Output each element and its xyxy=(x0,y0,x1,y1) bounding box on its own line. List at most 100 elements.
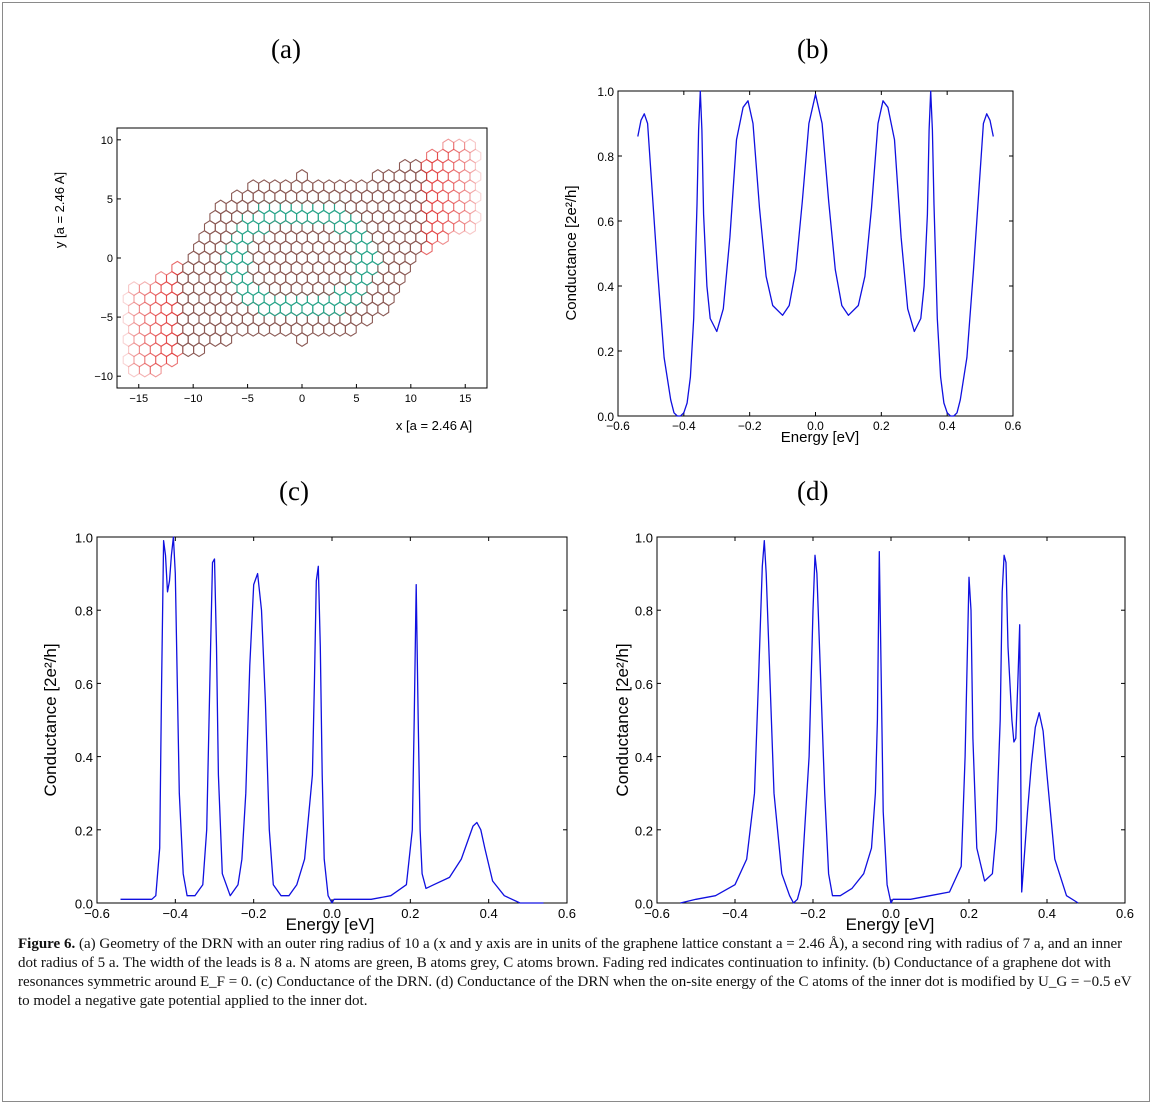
panel-label-c: (c) xyxy=(279,476,309,506)
y-tick-label: 0.0 xyxy=(75,897,93,912)
x-tick-label: 0.2 xyxy=(960,906,978,921)
y-axis-label: Conductance [2e²/h] xyxy=(41,643,60,796)
conductance-series-line xyxy=(680,540,1079,904)
y-tick-label: 0.4 xyxy=(75,750,93,765)
lattice-hex-lead xyxy=(138,281,151,297)
x-tick-label: −0.6 xyxy=(644,906,670,921)
chart-conductance-d: −0.6 −0.4 −0.2 0.0 0.2 0.4 0.6 0.0 0.2 0.4 0.6 0.8 1… xyxy=(613,531,1134,935)
lattice-hex-lead xyxy=(138,342,151,358)
lattice-hex-carbon xyxy=(296,169,308,184)
lattice-hex-lead xyxy=(133,352,146,368)
conductance-series-line xyxy=(120,536,544,904)
x-tick-label: 0.0 xyxy=(807,419,824,433)
x-tick-label: −0.6 xyxy=(606,419,630,433)
x-tick-label: −0.2 xyxy=(241,906,267,921)
lattice-hex-lead xyxy=(464,158,476,174)
y-tick-label: 5 xyxy=(107,194,113,206)
conductance-series-line xyxy=(637,90,994,417)
y-tick-label: 0.6 xyxy=(597,215,614,229)
y-tick-label: 0.2 xyxy=(75,823,93,838)
lattice-hex-lead xyxy=(436,148,449,164)
lattice-hex-lead xyxy=(128,281,140,297)
y-tick-label: 0.2 xyxy=(635,823,653,838)
lattice-hex-lead xyxy=(447,209,460,225)
y-tick-label: 10 xyxy=(101,135,113,147)
panel-label-b: (b) xyxy=(797,34,829,64)
lattice-hex-lead xyxy=(133,332,146,347)
y-tick-label: 0.8 xyxy=(75,604,93,619)
x-tick-label: 15 xyxy=(459,393,471,405)
x-axis-label: Energy [eV] xyxy=(781,429,859,446)
lattice-hex-lead xyxy=(453,199,466,215)
lattice-hex-lead xyxy=(122,332,135,347)
y-axis-label: Conductance [2e²/h] xyxy=(563,185,580,320)
x-tick-label: −0.2 xyxy=(800,906,826,921)
y-tick-label: 0.8 xyxy=(635,604,653,619)
caption-text: (a) Geometry of the DRN with an outer ri… xyxy=(18,936,1132,1009)
y-tick-label: 1.0 xyxy=(635,531,653,546)
lattice-hex-lead xyxy=(447,189,460,205)
chart-geometry-a: −15 −10 −5 0 5 10 15 10 5 0 −5 −10 x [a = 2.46 A] y [… xyxy=(52,127,488,433)
x-axis-label: x [a = 2.46 A] xyxy=(396,418,472,433)
x-tick-label: −5 xyxy=(241,393,254,405)
y-axis-label: Conductance [2e²/h] xyxy=(613,643,632,796)
y-tick-label: 0 xyxy=(107,253,113,265)
panel-label-a: (a) xyxy=(271,34,301,64)
lattice-hex-lead xyxy=(447,169,460,184)
y-tick-label: 0.4 xyxy=(597,280,614,294)
lattice-hex-lead xyxy=(122,311,135,327)
lattice-hex-lead xyxy=(442,138,455,154)
lattice-hex-lead xyxy=(464,199,476,215)
lattice-hex-lead xyxy=(458,209,471,225)
lattice-hex-lead xyxy=(138,362,151,378)
lattice-hex-lead xyxy=(469,189,482,205)
x-axis-label: Energy [eV] xyxy=(846,915,935,934)
lattice-hex-lead xyxy=(453,138,466,154)
x-tick-label: 0.2 xyxy=(873,419,890,433)
y-tick-label: 0.6 xyxy=(75,677,93,692)
lattice-hex-lead xyxy=(458,169,471,184)
lattice-hex-lead xyxy=(453,219,466,235)
x-tick-label: 0.4 xyxy=(939,419,956,433)
lattice-hex-lead xyxy=(122,352,135,368)
figure-caption: Figure 6. (a) Geometry of the DRN with a… xyxy=(18,935,1138,1011)
lattice-hex-lead xyxy=(469,169,482,184)
x-tick-label: −10 xyxy=(184,393,203,405)
lattice-hex-lead xyxy=(469,148,482,164)
chart-conductance-c: −0.6 −0.4 −0.2 0.0 0.2 0.4 0.6 0.0 0.2 0.4 0.6 0.8 1… xyxy=(41,531,576,935)
chart-conductance-b: −0.6 −0.4 −0.2 0.0 0.2 0.4 0.6 0.0 0.2 0.4 0.6 0.8 1… xyxy=(563,85,1022,446)
x-tick-label: 0.4 xyxy=(480,906,498,921)
lattice-hex-lead xyxy=(133,311,146,327)
caption-figure-label: Figure 6. xyxy=(18,936,76,952)
x-tick-label: 0.6 xyxy=(1005,419,1022,433)
x-axis-label: Energy [eV] xyxy=(286,915,375,934)
x-tick-label: −0.4 xyxy=(672,419,696,433)
x-tick-label: −0.6 xyxy=(84,906,110,921)
panel-label-d: (d) xyxy=(797,476,829,506)
y-tick-label: 0.4 xyxy=(635,750,653,765)
lattice-hex-lead xyxy=(138,301,151,317)
lattice-group xyxy=(122,138,482,378)
y-tick-label: 0.6 xyxy=(635,677,653,692)
lattice-hex-lead xyxy=(128,301,140,317)
y-tick-label: 0.2 xyxy=(597,345,614,359)
x-tick-label: 10 xyxy=(405,393,417,405)
y-axis-label: y [a = 2.46 A] xyxy=(52,172,67,248)
x-tick-label: 0 xyxy=(299,393,305,405)
y-tick-label: 0.0 xyxy=(597,410,614,424)
plot-frame xyxy=(656,536,1126,904)
y-tick-label: 1.0 xyxy=(75,531,93,546)
y-tick-label: 0.0 xyxy=(635,897,653,912)
x-tick-label: −15 xyxy=(129,393,148,405)
lattice-hex-lead xyxy=(138,321,151,337)
lattice-hex-lead xyxy=(122,291,135,307)
x-tick-label: 0.0 xyxy=(882,906,900,921)
lattice-hex-lead xyxy=(133,291,146,307)
lattice-hex-lead xyxy=(464,219,476,235)
x-tick-label: −0.4 xyxy=(162,906,188,921)
x-tick-label: 0.6 xyxy=(1116,906,1134,921)
x-tick-label: 0.4 xyxy=(1038,906,1056,921)
lattice-hex-lead xyxy=(128,362,140,378)
lattice-hex-lead xyxy=(464,138,476,154)
